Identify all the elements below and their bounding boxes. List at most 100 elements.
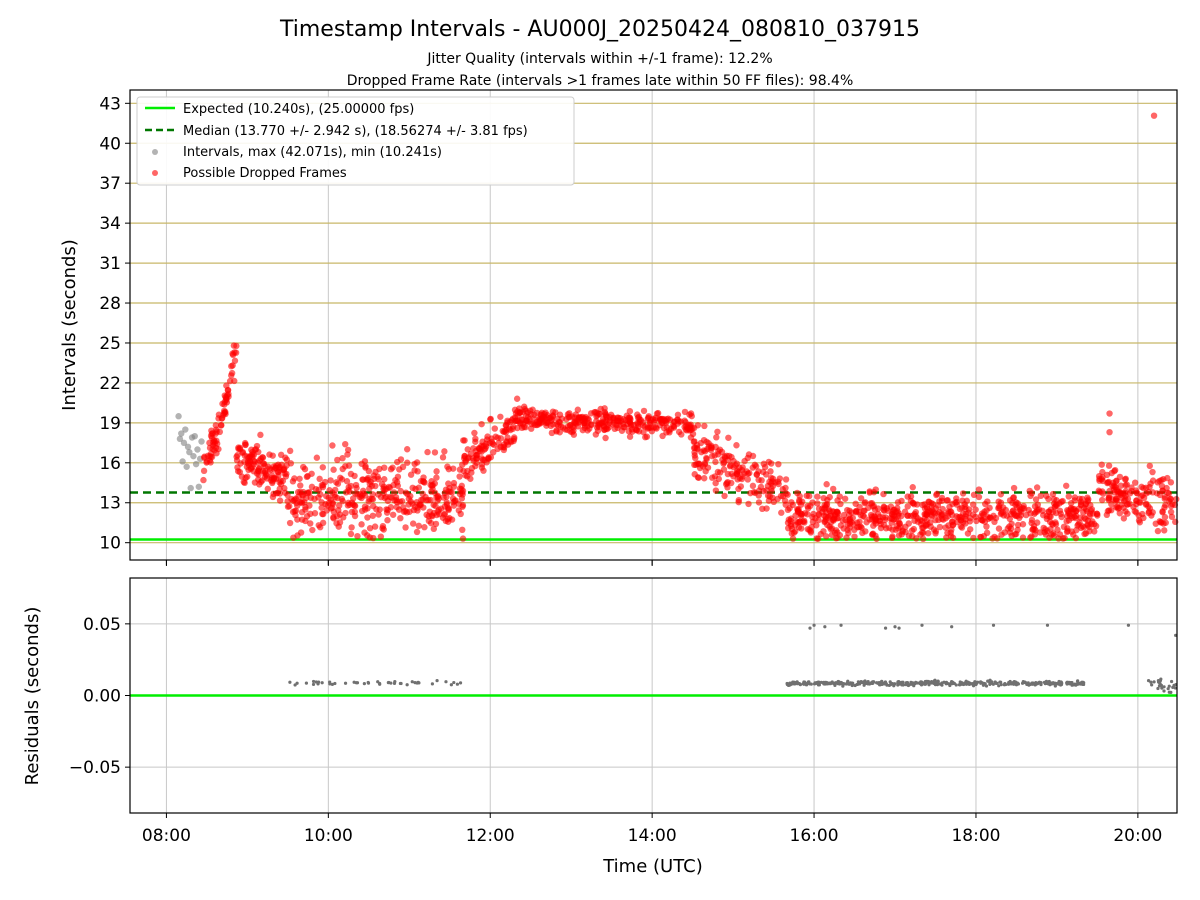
dropped-frame-point: [409, 484, 416, 492]
dropped-frame-point: [291, 475, 298, 482]
dropped-frame-point: [949, 518, 956, 525]
dropped-frame-point: [581, 424, 588, 432]
residual-point: [823, 625, 827, 629]
dropped-frame-point: [318, 504, 325, 511]
dropped-frame-point: [744, 476, 752, 483]
dropped-frame-point: [789, 535, 797, 542]
dropped-frame-point: [733, 442, 740, 449]
dropped-frame-point: [1167, 479, 1175, 486]
dropped-frame-point: [894, 499, 902, 506]
dropped-frame-point: [851, 533, 858, 540]
top-y-tick-label: 31: [99, 254, 121, 274]
dropped-frame-point: [1095, 487, 1102, 494]
top-y-tick-label: 28: [99, 294, 121, 314]
dropped-frame-point: [643, 433, 651, 440]
dropped-frame-point: [231, 357, 239, 364]
residual-point: [458, 681, 463, 685]
dropped-frame-point: [764, 492, 772, 499]
dropped-frame-point: [828, 531, 836, 539]
dropped-frame-point: [330, 466, 337, 473]
dropped-frame-point: [201, 453, 208, 460]
dropped-frame-point: [725, 434, 732, 441]
dropped-frame-point: [661, 417, 668, 424]
top-panel: 10 13 16 19 22 25 28 31 34 37 40 43 Intervals (seco…: [59, 89, 1180, 565]
dropped-frame-point: [384, 506, 391, 514]
dropped-frame-point: [745, 500, 752, 508]
dropped-frame-point: [381, 476, 388, 483]
dropped-frame-point: [946, 503, 953, 511]
dropped-frame-point: [739, 464, 746, 471]
dropped-frame-point: [1140, 484, 1147, 492]
dropped-frame-point: [414, 507, 421, 514]
residual-point: [1149, 680, 1153, 684]
dropped-frame-point: [200, 476, 207, 484]
dropped-frame-point: [368, 482, 376, 490]
dropped-frame-point: [738, 475, 746, 483]
dropped-frame-point: [905, 520, 912, 527]
residual-point: [1169, 679, 1174, 684]
dropped-frame-point: [747, 489, 754, 497]
dropped-frame-point: [712, 487, 720, 494]
dropped-frame-point: [276, 490, 284, 497]
dropped-frame-point: [975, 486, 983, 493]
dropped-frame-point: [689, 430, 697, 438]
interval-point: [186, 448, 193, 456]
interval-point: [198, 438, 205, 445]
residual-point: [1167, 690, 1171, 694]
residual-point: [967, 682, 972, 686]
dropped-frame-point: [270, 476, 278, 483]
residual-point: [999, 680, 1003, 684]
dropped-frame-point: [970, 491, 978, 499]
dropped-frame-point: [431, 449, 439, 456]
dropped-frame-point: [1011, 531, 1019, 538]
top-y-tick-label: 16: [99, 454, 121, 474]
dropped-frame-point: [348, 524, 355, 531]
dropped-frame-point: [808, 523, 815, 531]
residual-point: [311, 682, 316, 687]
dropped-frame-point: [396, 466, 403, 473]
dropped-frame-point: [814, 500, 821, 507]
dropped-frame-point: [559, 424, 567, 431]
residual-point: [1160, 686, 1164, 690]
dropped-frame-point: [313, 454, 321, 461]
dropped-frame-point: [919, 535, 927, 543]
dropped-frame-point: [1014, 521, 1022, 529]
dropped-frame-point: [497, 443, 504, 451]
dropped-frame-point: [311, 510, 319, 517]
dropped-frame-point: [358, 521, 365, 528]
dropped-frame-point: [746, 469, 753, 477]
dropped-frame-point: [1073, 526, 1080, 534]
dropped-frame-point: [342, 440, 349, 448]
dropped-frame-point: [701, 448, 709, 455]
dropped-frame-point: [1122, 475, 1129, 482]
dropped-frame-point: [928, 511, 935, 519]
dropped-frame-point: [478, 420, 485, 428]
dropped-frame-point: [962, 505, 969, 513]
dropped-frame-point: [354, 532, 361, 540]
residual-point: [911, 681, 915, 685]
dropped-frame-point: [200, 467, 208, 475]
dropped-frame-point: [327, 477, 334, 484]
dropped-frame-point: [709, 474, 716, 481]
dropped-frame-point: [984, 498, 991, 505]
dropped-frame-point: [1146, 462, 1153, 470]
dropped-frame-point: [266, 451, 273, 458]
residual-point: [1045, 681, 1050, 685]
x-tick-label: 14:00: [628, 826, 677, 846]
residual-point: [971, 682, 975, 686]
dropped-frame-point: [959, 490, 967, 497]
dropped-frame-point: [893, 522, 900, 530]
dropped-frame-point: [257, 478, 265, 486]
dropped-frame-point: [1067, 504, 1075, 512]
dropped-frame-point: [1120, 515, 1128, 522]
dropped-frame-point: [787, 517, 794, 524]
dropped-frame-point: [830, 485, 837, 493]
dropped-frame-point: [614, 424, 621, 432]
dropped-frame-point: [330, 515, 337, 522]
residual-point: [1171, 685, 1175, 689]
dropped-frame-point: [602, 434, 609, 442]
dropped-frame-point: [409, 520, 417, 527]
dropped-frame-rate-subtitle: Dropped Frame Rate (intervals >1 frames …: [347, 73, 854, 89]
dropped-frame-point: [1053, 502, 1060, 509]
dropped-frame-point: [282, 473, 290, 480]
